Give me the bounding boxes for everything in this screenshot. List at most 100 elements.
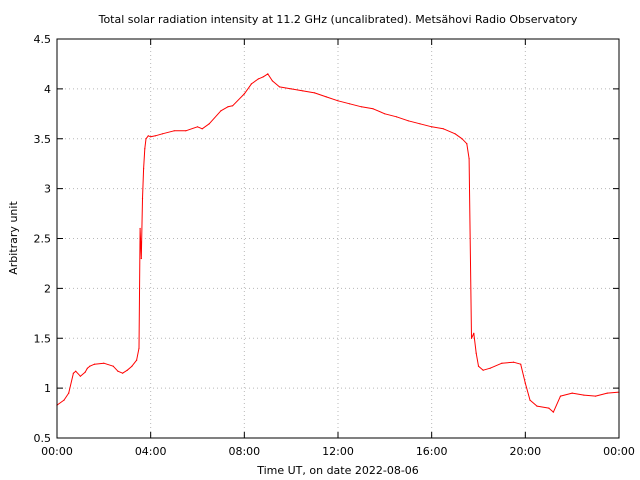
- data-point: [68, 392, 70, 394]
- x-tick-label: 04:00: [135, 445, 167, 458]
- y-tick-label: 3.5: [34, 133, 52, 146]
- ticks: 00:00 04:00 08:00 12:00 16:00 20:00 00:000.511…: [34, 33, 635, 458]
- data-point: [227, 106, 229, 108]
- data-point: [349, 103, 351, 105]
- data-point: [154, 135, 156, 137]
- data-point: [140, 257, 142, 260]
- data-point: [161, 133, 163, 135]
- data-point: [360, 106, 362, 108]
- data-point: [220, 110, 222, 112]
- y-tick-label: 4.5: [34, 33, 52, 46]
- data-point: [201, 128, 203, 130]
- data-point: [501, 362, 503, 364]
- data-point: [126, 369, 128, 371]
- data-point: [144, 148, 146, 150]
- data-point: [477, 365, 480, 367]
- data-point: [529, 399, 531, 401]
- data-point: [243, 93, 245, 95]
- x-tick-label: 00:00: [603, 445, 635, 458]
- data-point: [595, 395, 597, 397]
- data-point: [442, 128, 444, 130]
- data-point: [257, 78, 259, 80]
- data-point: [524, 382, 526, 384]
- x-tick-label: 00:00: [41, 445, 73, 458]
- data-point: [419, 123, 421, 125]
- data-point: [84, 371, 86, 373]
- y-tick-label: 1.5: [34, 332, 52, 345]
- data-point: [337, 100, 339, 102]
- data-point: [384, 113, 386, 115]
- y-tick-label: 1: [44, 382, 51, 395]
- y-tick-label: 3: [44, 183, 51, 196]
- data-point: [103, 362, 105, 364]
- data-point: [314, 92, 316, 94]
- data-point: [75, 370, 77, 372]
- data-point: [117, 370, 119, 372]
- data-point: [147, 135, 149, 137]
- data-point: [548, 407, 550, 409]
- data-point: [250, 83, 252, 85]
- data-point: [513, 361, 515, 363]
- data-point: [407, 120, 409, 122]
- data-point: [267, 73, 269, 75]
- data-point: [468, 158, 470, 160]
- series-layer: [56, 73, 620, 413]
- data-point: [431, 126, 433, 128]
- data-point: [461, 138, 463, 140]
- data-point: [72, 372, 74, 374]
- data-point: [559, 395, 562, 397]
- data-point: [466, 143, 468, 145]
- data-point: [262, 76, 264, 78]
- data-point: [93, 363, 96, 365]
- data-point: [372, 108, 374, 110]
- x-axis-label: Time UT, on date 2022-08-06: [256, 464, 419, 477]
- data-point: [139, 227, 141, 230]
- data-point: [325, 96, 327, 98]
- data-point: [86, 367, 88, 369]
- data-point: [475, 352, 477, 354]
- data-point: [290, 88, 292, 90]
- data-point: [141, 198, 144, 200]
- data-point: [489, 367, 491, 369]
- x-tick-label: 12:00: [322, 445, 354, 458]
- data-point: [143, 168, 145, 170]
- data-point: [145, 138, 147, 140]
- data-point: [138, 347, 140, 349]
- data-point: [473, 332, 475, 334]
- data-point: [185, 130, 187, 132]
- y-tick-label: 2.5: [34, 233, 52, 246]
- y-tick-label: 2: [44, 282, 51, 295]
- data-point: [196, 126, 199, 128]
- x-tick-label: 16:00: [416, 445, 448, 458]
- data-point: [583, 394, 585, 396]
- data-point: [552, 411, 555, 413]
- data-point: [536, 405, 538, 407]
- data-point: [89, 365, 91, 367]
- data-point: [136, 359, 138, 361]
- data-point: [63, 399, 65, 401]
- y-tick-label: 4: [44, 83, 51, 96]
- x-tick-label: 20:00: [509, 445, 541, 458]
- data-point: [232, 105, 234, 107]
- y-axis-label: Arbitrary unit: [7, 201, 20, 275]
- data-point: [278, 86, 281, 88]
- data-point: [173, 130, 175, 132]
- data-point: [122, 372, 124, 374]
- data-point: [520, 363, 522, 365]
- data-point: [271, 80, 273, 82]
- chart-title: Total solar radiation intensity at 11.2 …: [98, 13, 578, 26]
- data-point: [454, 133, 456, 135]
- y-tick-label: 0.5: [34, 432, 52, 445]
- data-point: [112, 365, 114, 367]
- data-point: [395, 116, 398, 118]
- data-point: [571, 392, 573, 394]
- data-point: [606, 392, 608, 394]
- data-point: [131, 365, 133, 367]
- data-point: [208, 123, 210, 125]
- data-point: [150, 136, 152, 138]
- data-point: [482, 369, 484, 371]
- data-point: [79, 375, 81, 377]
- data-point: [302, 90, 304, 92]
- data-point: [470, 337, 473, 339]
